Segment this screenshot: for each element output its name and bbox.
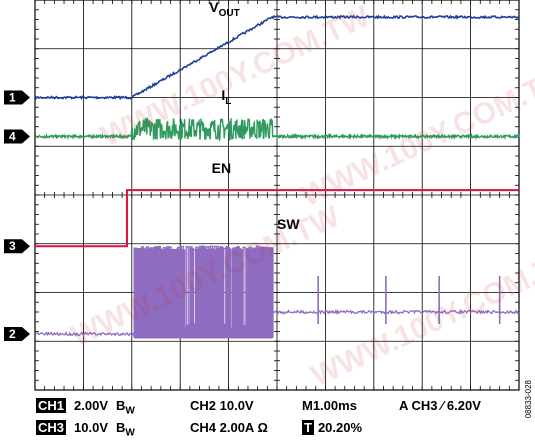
marker-ch4-label: 4 <box>9 130 16 144</box>
marker-ch2: 2 <box>4 326 30 341</box>
marker-ch1: 1 <box>4 90 30 105</box>
marker-ch1-label: 1 <box>9 91 16 105</box>
sw-label: SW <box>277 216 300 232</box>
ch3-scale: 10.0V <box>74 420 108 435</box>
vout-label: VOUT <box>209 0 239 19</box>
marker-ch1-shape <box>4 90 30 105</box>
plot-grid <box>34 0 520 391</box>
ch3-badge: CH3 <box>36 420 67 435</box>
ch3-bandwidth: BW <box>116 420 135 439</box>
sw-trace <box>34 245 520 339</box>
marker-ch3-label: 3 <box>9 239 16 253</box>
figure-id: 08833-028 <box>524 380 533 419</box>
timebase-readout: M1.00ms <box>302 398 357 413</box>
ch1-scale: 2.00V <box>74 398 108 413</box>
trigger-position: T 20.20% <box>302 420 363 435</box>
marker-ch3: 3 <box>4 239 30 254</box>
marker-ch3-shape <box>4 239 30 254</box>
il-label: IL <box>221 87 231 107</box>
ch2-readout: CH2 10.0V <box>190 398 254 413</box>
status-row-1: CH1 2.00V BW <box>36 398 135 417</box>
ch4-readout: CH4 2.00A Ω <box>190 420 268 435</box>
trigger-badge: T <box>302 420 314 435</box>
marker-ch4: 4 <box>4 129 30 144</box>
en-trace <box>35 189 519 248</box>
ch1-badge: CH1 <box>36 398 67 413</box>
channel-markers: 1 4 3 2 <box>4 90 30 341</box>
traces <box>34 14 520 339</box>
en-label: EN <box>212 160 231 176</box>
marker-ch4-shape <box>4 129 30 144</box>
ch1-bandwidth: BW <box>116 398 135 417</box>
il-trace <box>34 116 520 142</box>
marker-ch2-label: 2 <box>9 327 16 341</box>
trace-labels: VOUT IL EN SW <box>209 0 300 232</box>
trigger-readout: A CH3 ∕ 6.20V <box>399 398 481 413</box>
marker-ch2-shape <box>4 326 30 341</box>
status-row-2: CH3 10.0V BW <box>36 420 135 439</box>
vout-trace <box>34 14 520 101</box>
